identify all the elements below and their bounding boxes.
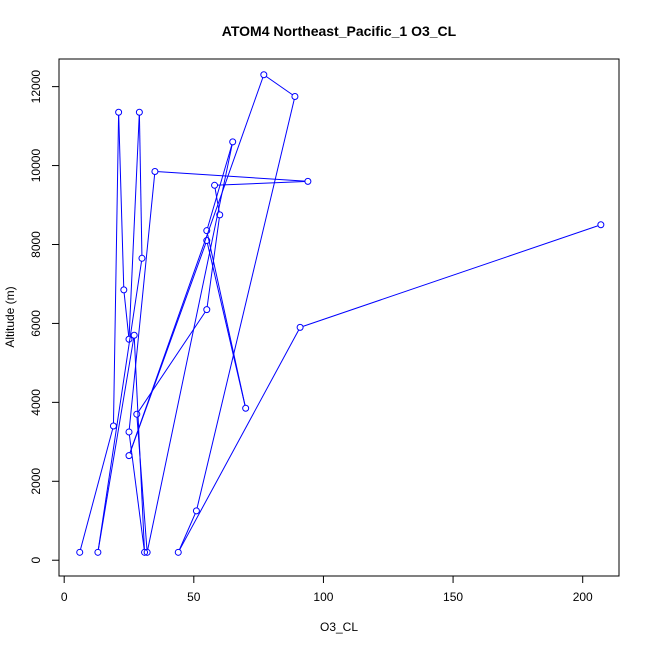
series-segment bbox=[206, 243, 246, 406]
data-point bbox=[135, 108, 143, 116]
data-point bbox=[138, 254, 146, 262]
x-tick-label: 150 bbox=[443, 590, 463, 604]
data-point bbox=[151, 167, 159, 175]
series-segment bbox=[196, 99, 295, 509]
x-axis-label: O3_CL bbox=[320, 620, 358, 634]
series-segment bbox=[265, 76, 293, 96]
series-segment bbox=[123, 292, 130, 337]
data-point bbox=[229, 138, 237, 146]
data-point bbox=[120, 286, 128, 294]
series-segment bbox=[138, 115, 143, 256]
data-point bbox=[174, 548, 182, 556]
series-segment bbox=[207, 144, 233, 228]
data-point bbox=[143, 548, 151, 556]
y-axis-label: Altitude (m) bbox=[3, 286, 17, 347]
data-point bbox=[133, 410, 141, 418]
series-segment bbox=[217, 180, 305, 186]
series-segment bbox=[179, 513, 196, 550]
y-tick-label: 10000 bbox=[29, 149, 43, 183]
data-point bbox=[94, 548, 102, 556]
data-point bbox=[203, 237, 211, 245]
data-point bbox=[125, 428, 133, 436]
data-point bbox=[141, 548, 149, 556]
data-point bbox=[291, 92, 299, 100]
data-point bbox=[203, 227, 211, 235]
data-point bbox=[260, 71, 268, 79]
data-point bbox=[130, 331, 138, 339]
data-point bbox=[109, 422, 117, 430]
y-tick-label: 0 bbox=[29, 557, 43, 564]
data-point bbox=[125, 452, 133, 460]
series-segment bbox=[128, 115, 140, 337]
chart-title: ATOM4 Northeast_Pacific_1 O3_CL bbox=[222, 23, 457, 39]
y-tick-label: 8000 bbox=[29, 231, 43, 258]
y-tick-label: 12000 bbox=[29, 70, 43, 104]
series-segment bbox=[97, 261, 143, 550]
series-segment bbox=[112, 115, 120, 424]
series-points bbox=[76, 71, 605, 556]
series-segment bbox=[129, 77, 264, 453]
data-point bbox=[216, 211, 224, 219]
data-point bbox=[211, 181, 219, 189]
series-segment bbox=[80, 428, 114, 550]
y-tick-label: 2000 bbox=[29, 468, 43, 495]
y-tick-label: 4000 bbox=[29, 389, 43, 416]
data-point bbox=[597, 221, 605, 229]
x-tick-label: 200 bbox=[573, 590, 593, 604]
data-point bbox=[242, 404, 250, 412]
series-segment bbox=[157, 171, 305, 182]
series-segment bbox=[97, 338, 135, 550]
data-point bbox=[76, 548, 84, 556]
data-point bbox=[296, 323, 304, 331]
series-segment bbox=[118, 115, 125, 287]
data-point bbox=[125, 335, 133, 343]
x-tick-label: 100 bbox=[313, 590, 333, 604]
data-point bbox=[115, 108, 123, 116]
data-point bbox=[192, 507, 200, 515]
x-tick-label: 50 bbox=[187, 590, 201, 604]
x-axis: 0 50 100 150 200 bbox=[61, 575, 593, 604]
y-tick-label: 6000 bbox=[29, 310, 43, 337]
data-point bbox=[304, 177, 312, 185]
series-segment bbox=[136, 417, 148, 550]
data-point bbox=[203, 306, 211, 314]
series-segment bbox=[302, 225, 599, 327]
series-segment bbox=[179, 329, 300, 550]
x-tick-label: 0 bbox=[61, 590, 68, 604]
series-segment bbox=[128, 174, 156, 430]
y-axis: 0 2000 4000 6000 8000 10000 12000 bbox=[29, 70, 60, 564]
